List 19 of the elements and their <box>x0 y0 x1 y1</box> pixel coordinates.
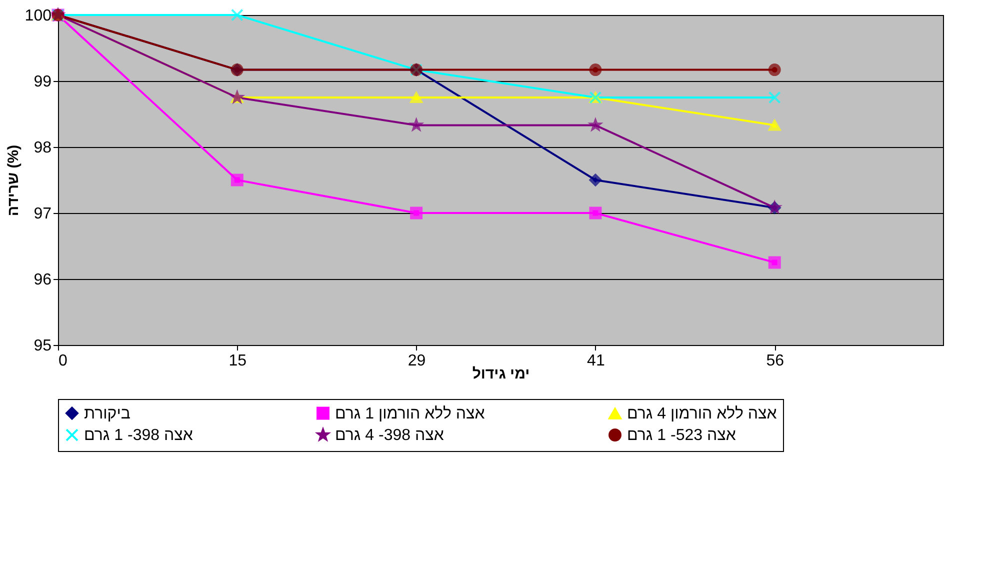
x-axis-title: ימי גידול <box>472 366 530 382</box>
x-tick-label: 41 <box>587 352 605 370</box>
legend-label: אצה 398- 4 גרם <box>335 427 444 444</box>
x-tick-label: 0 <box>58 352 68 370</box>
legend-label: ביקורת <box>84 405 131 422</box>
y-tick-label: 99 <box>34 74 52 90</box>
y-axis-title: שרידה (%) <box>4 144 22 216</box>
x-tick-label: 15 <box>228 352 247 370</box>
y-tick-label: 95 <box>34 338 52 354</box>
y-tick-label: 96 <box>34 272 52 288</box>
legend-label: אצה 523- 1 גרם <box>627 427 736 444</box>
legend-label: אצה ללא הורמון 4 גרם <box>627 404 777 423</box>
y-tick-label: 97 <box>34 206 52 222</box>
y-tick-label: 98 <box>34 140 52 156</box>
legend-label: אצה ללא הורמון 1 גרם <box>335 404 485 422</box>
x-tick-label: 29 <box>408 352 426 370</box>
x-tick-label: 56 <box>766 352 784 370</box>
legend-label: אצה 398- 1 גרם <box>84 427 193 444</box>
y-tick-label: 100 <box>24 8 52 24</box>
